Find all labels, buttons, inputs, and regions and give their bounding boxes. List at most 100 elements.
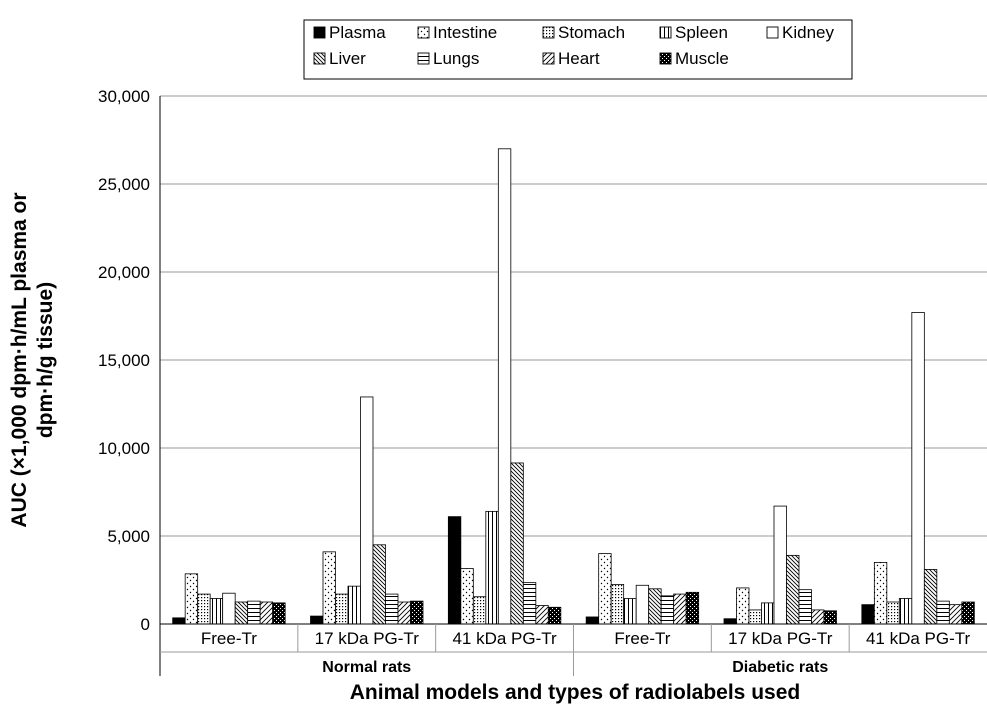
legend-label-heart: Heart: [558, 49, 600, 68]
bar-stomach: [748, 609, 762, 625]
bar-heart: [673, 593, 687, 625]
x-group-labels: Normal rats Diabetic rats: [322, 659, 828, 676]
y-tick-label: 20,000: [98, 263, 150, 282]
bar-intestine: [736, 587, 750, 625]
bar-intestine: [322, 551, 336, 625]
legend-swatch-lungs: [417, 52, 430, 65]
legend-frame: [303, 19, 853, 80]
bar-stomach: [197, 593, 211, 625]
legend-label-stomach: Stomach: [558, 23, 625, 42]
bar-lungs: [936, 600, 950, 625]
x-category-label: 41 kDa PG-Tr: [866, 629, 971, 648]
bar-spleen: [623, 598, 637, 625]
bar-intestine: [598, 553, 612, 625]
bar-intestine: [184, 573, 199, 625]
bar-muscle: [410, 600, 424, 625]
bar-lungs: [522, 582, 537, 625]
axes: [159, 96, 987, 676]
bar-intestine: [873, 562, 888, 625]
legend: Plasma Intestine Stomach Spleen Kidney Liver L…: [303, 19, 853, 80]
legend-label-kidney: Kidney: [782, 23, 834, 42]
y-tick-label: 15,000: [98, 351, 150, 370]
bar-liver: [510, 462, 524, 625]
legend-label-spleen: Spleen: [675, 23, 728, 42]
legend-swatch-stomach: [542, 26, 555, 39]
bar-spleen: [209, 598, 224, 625]
bar-liver: [234, 601, 249, 625]
bar-stomach: [610, 584, 625, 625]
bar-stomach: [886, 601, 900, 625]
bar-plasma: [447, 516, 462, 625]
legend-label-plasma: Plasma: [329, 23, 386, 42]
x-category-label: Free-Tr: [201, 629, 257, 648]
bar-plasma: [585, 616, 600, 625]
bar-spleen: [347, 585, 361, 625]
x-group-label: Normal rats: [322, 659, 411, 676]
legend-swatch-intestine: [417, 26, 430, 39]
bar-plasma: [861, 604, 875, 625]
legend-swatch-plasma: [313, 26, 326, 39]
x-axis-title: Animal models and types of radiolabels u…: [350, 681, 800, 704]
bar-plasma: [310, 615, 324, 625]
bar-heart: [948, 604, 963, 625]
bar-lungs: [247, 600, 261, 625]
y-tick-label: 25,000: [98, 175, 150, 194]
legend-label-muscle: Muscle: [675, 49, 729, 68]
bar-kidney: [773, 505, 787, 625]
bar-lungs: [798, 589, 812, 625]
y-axis-title: AUC (×1,000 dpm·h/mL plasma or dpm·h/g t…: [8, 192, 57, 527]
legend-swatch-kidney: [766, 26, 779, 39]
y-tick-labels: 0 5,000 10,000 15,000 20,000 25,000 30,000: [98, 87, 150, 634]
bar-spleen: [761, 602, 775, 625]
bar-plasma: [172, 617, 186, 625]
legend-label-liver: Liver: [329, 49, 366, 68]
x-category-label: Free-Tr: [614, 629, 670, 648]
x-category-label: 17 kDa PG-Tr: [315, 629, 420, 648]
bar-muscle: [961, 601, 975, 625]
y-tick-label: 30,000: [98, 87, 150, 106]
legend-label-intestine: Intestine: [433, 23, 497, 42]
bar-lungs: [660, 595, 675, 625]
bar-kidney: [635, 584, 650, 625]
legend-swatch-spleen: [659, 26, 672, 39]
bar-kidney: [360, 396, 374, 625]
bar-plasma: [723, 618, 737, 625]
x-category-label: 41 kDa PG-Tr: [452, 629, 557, 648]
y-axis-title-line-1: AUC (×1,000 dpm·h/mL plasma or: [8, 192, 31, 527]
bar-muscle: [547, 606, 562, 625]
bar-muscle: [272, 602, 286, 625]
y-axis-title-line-2: dpm·h/g tissue): [34, 282, 57, 438]
bar-spleen: [485, 510, 499, 625]
y-tick-label: 0: [141, 615, 150, 634]
bar-kidney: [497, 148, 512, 625]
bar-liver: [648, 588, 662, 625]
bar-liver: [372, 544, 386, 625]
x-category-label: 17 kDa PG-Tr: [728, 629, 833, 648]
bar-kidney: [911, 312, 925, 625]
legend-swatch-heart: [542, 52, 555, 65]
bar-stomach: [335, 593, 349, 625]
legend-label-lungs: Lungs: [433, 49, 479, 68]
y-tick-label: 5,000: [107, 527, 150, 546]
bar-heart: [397, 601, 411, 625]
gridlines: [160, 95, 987, 537]
bar-lungs: [385, 593, 399, 625]
bar-liver: [923, 569, 938, 625]
legend-swatch-liver: [313, 52, 326, 65]
bar-muscle: [685, 591, 700, 625]
bar-heart: [811, 609, 825, 625]
legend-swatch-muscle: [659, 52, 672, 65]
bar-heart: [535, 605, 549, 625]
x-category-labels: Free-Tr 17 kDa PG-Tr 41 kDa PG-Tr Free-Tr 17…: [201, 629, 971, 648]
bar-intestine: [460, 568, 474, 625]
bar-heart: [259, 601, 274, 625]
bar-spleen: [898, 598, 913, 625]
x-group-label: Diabetic rats: [732, 659, 828, 676]
y-tick-label: 10,000: [98, 439, 150, 458]
bars: [172, 148, 975, 625]
bar-muscle: [823, 610, 837, 625]
bar-liver: [786, 554, 800, 625]
bar-stomach: [472, 596, 487, 625]
bar-kidney: [222, 592, 236, 625]
